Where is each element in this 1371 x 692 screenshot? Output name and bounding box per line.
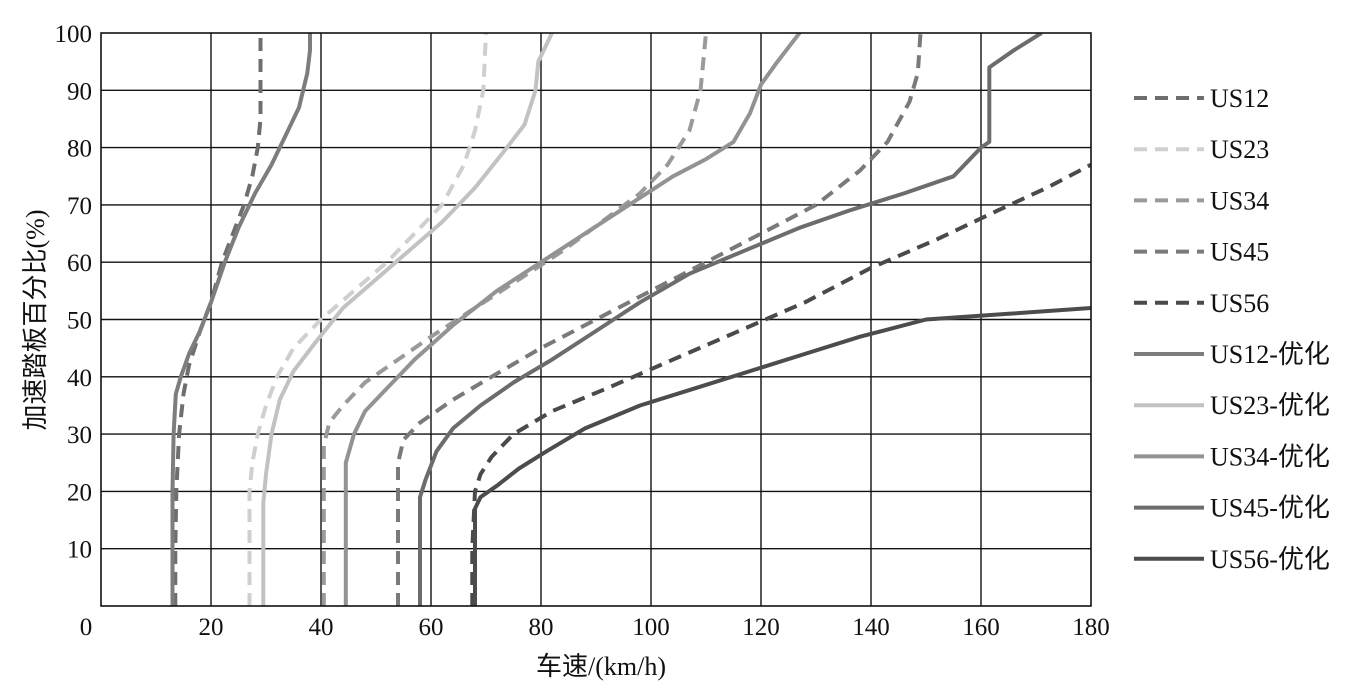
- series-line-6: [261, 33, 554, 606]
- y-axis-label: 加速踏板百分比(%): [21, 210, 50, 431]
- series-line-9: [473, 306, 1091, 606]
- series-line-3: [396, 33, 923, 606]
- y-tick-label: 30: [67, 422, 92, 449]
- legend-entry: US12-优化: [1210, 340, 1330, 369]
- x-tick-label: 20: [199, 614, 224, 641]
- x-tick-label: 40: [309, 614, 334, 641]
- legend-entry: US34: [1210, 186, 1269, 215]
- series-line-4: [470, 163, 1091, 606]
- series-line-7: [343, 33, 802, 606]
- x-tick-label: 60: [419, 614, 444, 641]
- legend-entry: US23-优化: [1210, 391, 1330, 420]
- y-tick-label: 40: [67, 365, 92, 392]
- y-tick-label: 80: [67, 136, 92, 163]
- x-tick-label: 120: [742, 614, 780, 641]
- x-tick-label: 80: [529, 614, 554, 641]
- x-tick-label: 140: [852, 614, 890, 641]
- y-tick-label: 20: [67, 479, 92, 506]
- series-line-1: [247, 33, 488, 606]
- legend-entry: US23: [1210, 135, 1269, 164]
- legend-entry: US45-优化: [1210, 494, 1330, 523]
- x-axis-label: 车速/(km/h): [536, 652, 666, 681]
- series-line-8: [418, 33, 1043, 606]
- x-tick-label: 160: [962, 614, 1000, 641]
- tick-labels: 0 20 40 60 80 100 120 140 160 180 10 20 30 40 50 60 70 80…: [55, 21, 1110, 641]
- x-tick-label: 0: [80, 614, 93, 641]
- legend-entry: US56: [1210, 289, 1269, 318]
- y-tick-label: 50: [67, 308, 92, 335]
- legend-entry: US45: [1210, 238, 1269, 267]
- series-line-2: [321, 33, 708, 606]
- y-tick-label: 90: [67, 78, 92, 105]
- legend: US12 US23 US34 US45 US56 US12-优化 US23-优化 US34-优…: [1134, 84, 1330, 574]
- y-tick-label: 60: [67, 250, 92, 277]
- y-tick-label: 10: [67, 537, 92, 564]
- legend-entry: US34-优化: [1210, 442, 1330, 471]
- series-line-0: [173, 33, 263, 606]
- plot-frame: [100, 32, 1092, 607]
- legend-entry: US12: [1210, 84, 1269, 113]
- y-tick-label: 70: [67, 193, 92, 220]
- legend-entry: US56-优化: [1210, 545, 1330, 574]
- series-line-5: [170, 33, 312, 606]
- x-tick-label: 180: [1072, 614, 1110, 641]
- series-layer: [170, 33, 1091, 606]
- x-tick-label: 100: [632, 614, 670, 641]
- y-tick-label: 100: [55, 21, 93, 48]
